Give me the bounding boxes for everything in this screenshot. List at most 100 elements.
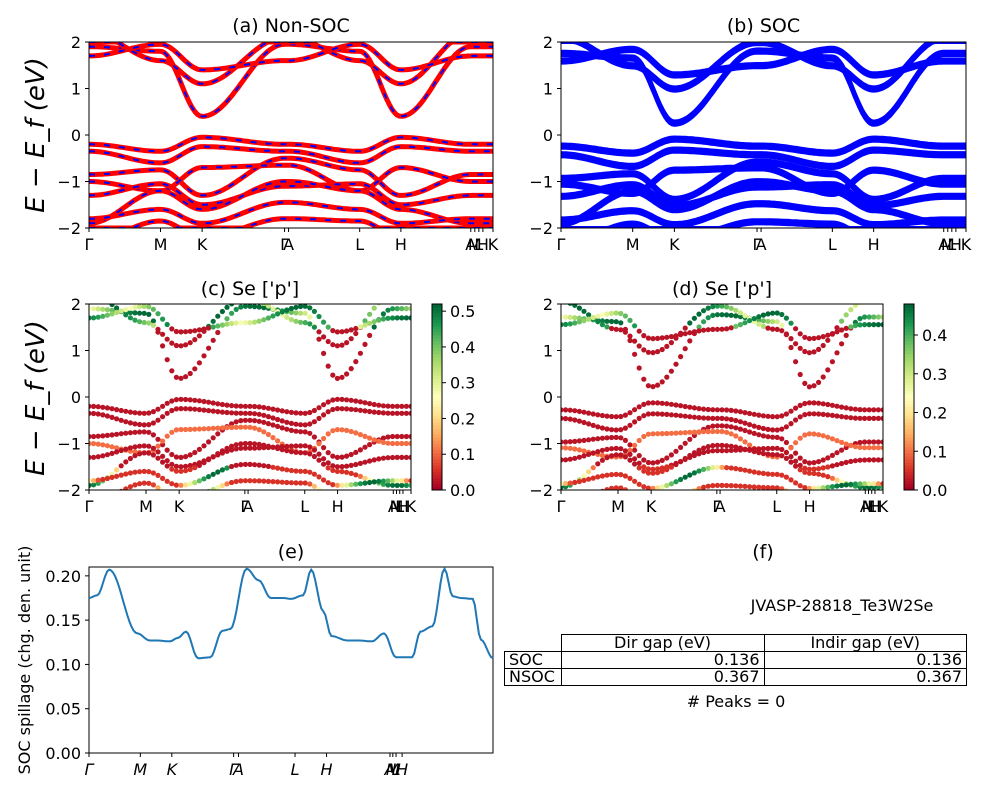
panel-e-axes-frame bbox=[88, 566, 494, 754]
projection-point bbox=[779, 453, 785, 459]
colorbar-segment bbox=[432, 486, 442, 491]
projection-point bbox=[137, 319, 143, 325]
projection-point bbox=[871, 445, 877, 451]
projection-point bbox=[187, 340, 193, 346]
colorbar-segment bbox=[904, 462, 914, 466]
projection-point bbox=[160, 331, 166, 337]
projection-point bbox=[132, 317, 138, 323]
x-tick-label: L bbox=[395, 497, 404, 516]
projection-point bbox=[325, 480, 331, 486]
projection-point bbox=[114, 467, 120, 473]
projection-point bbox=[164, 478, 170, 484]
projection-point bbox=[843, 414, 849, 420]
colorbar-segment bbox=[432, 459, 442, 463]
colorbar-segment bbox=[432, 400, 442, 404]
projection-point bbox=[334, 468, 340, 474]
projection-point bbox=[311, 308, 317, 314]
projection-point bbox=[563, 416, 569, 422]
y-axis-label-middle: E − E_f (eV) bbox=[21, 320, 51, 476]
projection-point bbox=[710, 443, 716, 449]
nsoc-band-dash bbox=[89, 43, 493, 71]
projection-point bbox=[141, 304, 147, 309]
projection-point bbox=[311, 471, 317, 477]
colorbar-segment bbox=[904, 331, 914, 336]
projection-point bbox=[567, 439, 573, 445]
projection-point bbox=[321, 490, 326, 495]
projection-point bbox=[793, 326, 799, 332]
projection-point bbox=[408, 306, 411, 312]
projection-point bbox=[183, 406, 189, 412]
projection-point bbox=[114, 407, 120, 413]
projection-point bbox=[219, 308, 225, 315]
nsoc-band-dash bbox=[89, 145, 493, 164]
projection-point bbox=[866, 481, 872, 487]
projection-point bbox=[862, 314, 868, 320]
spillage-line bbox=[88, 566, 494, 660]
projection-point bbox=[710, 423, 716, 429]
projection-point bbox=[330, 328, 336, 334]
projection-point bbox=[852, 406, 859, 412]
projection-point bbox=[109, 414, 115, 420]
projection-point bbox=[747, 447, 753, 453]
projection-point bbox=[682, 325, 688, 331]
projection-point bbox=[279, 309, 285, 315]
projection-point bbox=[137, 443, 143, 449]
projection-point bbox=[127, 484, 133, 490]
projection-point bbox=[325, 460, 331, 466]
projection-point bbox=[866, 439, 872, 445]
projection-point bbox=[357, 481, 363, 487]
projection-point bbox=[173, 397, 179, 403]
projection-point bbox=[604, 446, 610, 452]
projection-point bbox=[141, 443, 147, 449]
projection-point bbox=[210, 318, 216, 324]
projection-point bbox=[330, 463, 336, 469]
projection-point bbox=[834, 325, 840, 331]
projection-point bbox=[89, 478, 92, 484]
projection-point bbox=[265, 431, 271, 438]
projection-point bbox=[261, 412, 267, 418]
projection-point bbox=[678, 354, 684, 360]
projection-point bbox=[765, 485, 771, 490]
projection-point bbox=[210, 337, 216, 343]
projection-point bbox=[169, 407, 175, 414]
projection-point bbox=[164, 336, 170, 342]
projection-point bbox=[118, 407, 124, 414]
projection-point bbox=[664, 343, 670, 349]
colorbar-segment bbox=[432, 313, 442, 317]
projection-point bbox=[334, 454, 340, 460]
projection-point bbox=[206, 439, 212, 445]
projection-point bbox=[622, 454, 629, 460]
projection-point bbox=[132, 410, 138, 416]
projection-point bbox=[563, 480, 569, 487]
projection-point bbox=[105, 299, 110, 304]
colorbar-segment bbox=[432, 421, 442, 426]
projection-point bbox=[408, 433, 411, 440]
projection-point bbox=[678, 444, 684, 450]
projection-point bbox=[797, 455, 803, 461]
projection-point bbox=[728, 443, 734, 449]
projection-point bbox=[645, 459, 652, 466]
projection-point bbox=[816, 432, 822, 438]
projection-point bbox=[655, 466, 661, 472]
projection-point bbox=[187, 426, 193, 432]
projection-point bbox=[367, 458, 373, 464]
nsoc-band-line bbox=[89, 216, 493, 228]
projection-point bbox=[206, 345, 212, 351]
projection-point bbox=[362, 480, 368, 486]
projection-point bbox=[275, 445, 281, 452]
projection-point bbox=[641, 457, 647, 463]
projection-point bbox=[765, 426, 771, 432]
projection-point bbox=[747, 468, 753, 474]
projection-point bbox=[645, 349, 652, 355]
colorbar-segment bbox=[904, 471, 914, 475]
projection-point bbox=[664, 455, 670, 461]
colorbar-segment bbox=[904, 440, 914, 444]
projection-point bbox=[293, 318, 299, 324]
projection-point bbox=[206, 474, 212, 480]
projection-point bbox=[141, 450, 147, 456]
projection-point bbox=[857, 481, 863, 487]
projection-point bbox=[567, 304, 573, 306]
projection-point bbox=[242, 403, 248, 409]
projection-point bbox=[155, 417, 161, 423]
projection-point bbox=[664, 430, 670, 437]
